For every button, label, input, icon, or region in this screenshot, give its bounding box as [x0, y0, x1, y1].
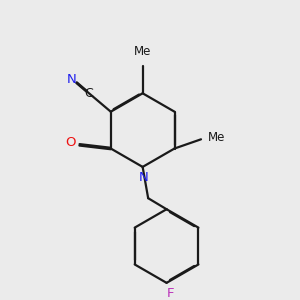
Text: O: O — [65, 136, 76, 149]
Text: Me: Me — [208, 131, 226, 144]
Text: Me: Me — [134, 45, 151, 58]
Text: F: F — [167, 287, 175, 300]
Text: N: N — [67, 73, 77, 86]
Text: C: C — [85, 87, 93, 100]
Text: N: N — [139, 171, 148, 184]
